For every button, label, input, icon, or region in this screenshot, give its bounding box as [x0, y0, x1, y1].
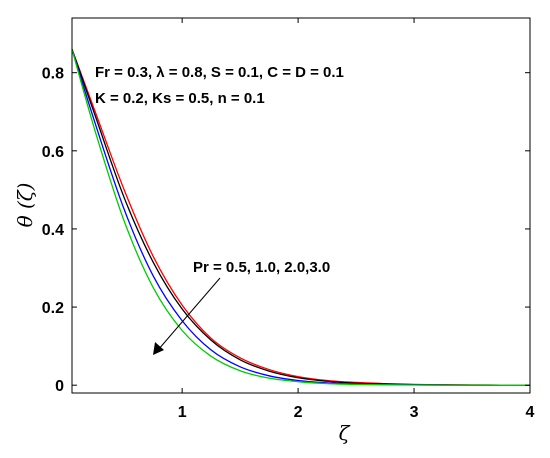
- y-tick-label: 0.8: [42, 66, 64, 83]
- x-tick-label: 4: [526, 404, 535, 421]
- y-tick-label: 0.2: [42, 300, 64, 317]
- y-axis-ticks: 0 0.2 0.4 0.6 0.8: [42, 66, 530, 395]
- y-tick-label: 0: [55, 378, 64, 395]
- x-axis-label: ζ: [339, 421, 351, 445]
- direction-arrow: [153, 277, 221, 355]
- series-line-4: [71, 49, 530, 386]
- x-tick-label: 3: [410, 404, 419, 421]
- x-tick-label: 1: [178, 404, 187, 421]
- y-axis-label: θ (ζ): [13, 183, 37, 228]
- plot-area: [72, 18, 530, 393]
- plot-frame: [71, 17, 531, 394]
- parameter-annotation-line-2: K = 0.2, Ks = 0.5, n = 0.1: [95, 90, 265, 107]
- y-tick-label: 0.6: [42, 144, 64, 161]
- series-layer: [71, 49, 531, 386]
- prandtl-annotation: Pr = 0.5, 1.0, 2.0,3.0: [193, 259, 330, 276]
- y-tick-label: 0.4: [42, 222, 64, 239]
- x-axis-ticks: 1 2 3 4: [178, 18, 535, 421]
- parameter-annotation-line-1: Fr = 0.3, λ = 0.8, S = 0.1, C = D = 0.1: [95, 64, 344, 81]
- x-tick-label: 2: [294, 404, 303, 421]
